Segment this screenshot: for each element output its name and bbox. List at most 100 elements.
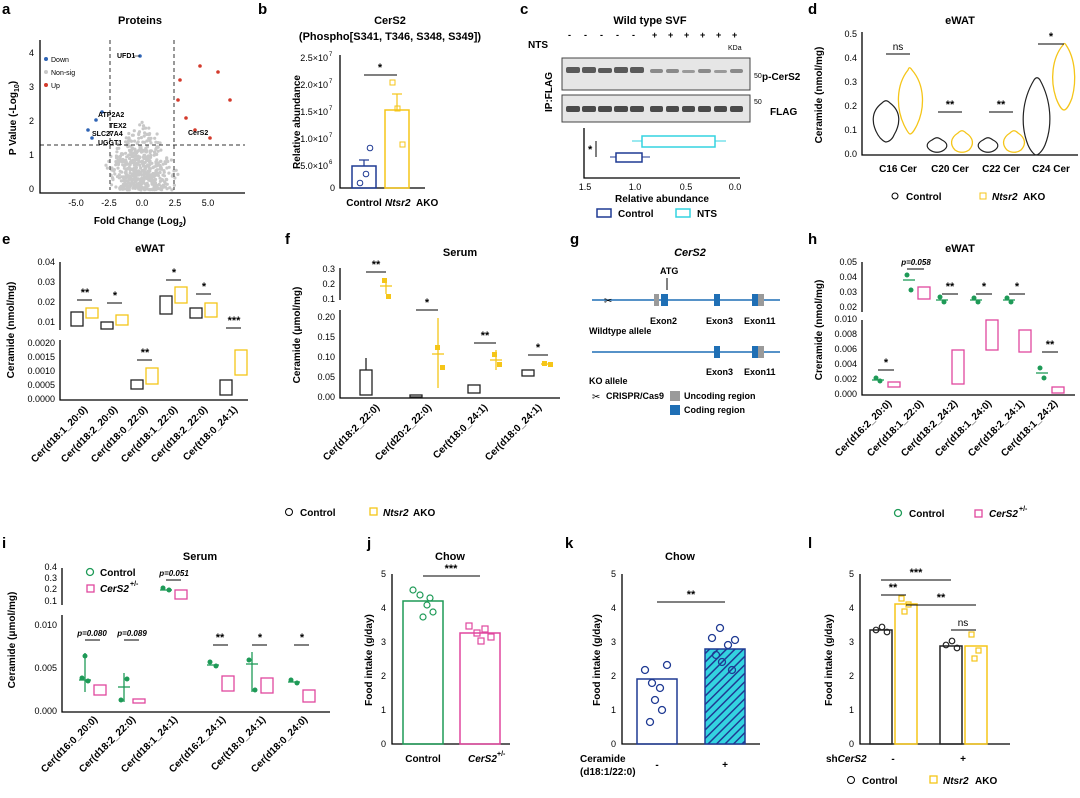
volcano-point <box>130 172 134 176</box>
volcano-point <box>143 160 147 164</box>
volcano-point <box>145 145 149 149</box>
svg-text:Ceramide (μmol/mg): Ceramide (μmol/mg) <box>7 592 18 689</box>
volcano-point <box>127 181 132 185</box>
volcano-point <box>142 175 146 179</box>
svg-text:*: * <box>378 62 383 74</box>
svg-text:0.005: 0.005 <box>34 663 57 673</box>
volcano-point <box>155 168 159 172</box>
svg-text:Ceramide (nmol/mg): Ceramide (nmol/mg) <box>6 282 17 379</box>
svg-text:3: 3 <box>29 82 34 92</box>
volcano-point <box>132 129 136 133</box>
volcano-point <box>147 132 151 136</box>
svg-text:4: 4 <box>611 603 616 613</box>
volcano-point <box>152 153 156 157</box>
svg-text:eWAT: eWAT <box>945 15 975 27</box>
svg-text:*: * <box>300 632 305 644</box>
volcano-point <box>144 158 149 162</box>
svg-text:*: * <box>425 297 430 309</box>
panel-label-a: a <box>2 1 11 18</box>
panel-label-i: i <box>2 535 6 552</box>
h-axes <box>861 320 1075 396</box>
svg-text:0.1: 0.1 <box>844 125 857 135</box>
svg-text:3: 3 <box>849 637 854 647</box>
b-bar-control <box>351 165 377 189</box>
b-subtitle: (Phospho[S341, T346, S348, S349]) <box>299 31 482 43</box>
svg-text:C20 Cer: C20 Cer <box>931 164 969 175</box>
volcano-point <box>127 188 131 192</box>
svg-text:0.010: 0.010 <box>834 314 857 324</box>
volcano-point <box>170 174 174 178</box>
volcano-point <box>133 150 137 154</box>
volcano-point <box>156 173 161 178</box>
svg-text:Chow: Chow <box>435 551 465 563</box>
svg-text:*: * <box>884 357 889 369</box>
volcano-point <box>123 171 127 175</box>
svg-text:7: 7 <box>329 79 333 85</box>
volcano-point <box>193 128 197 132</box>
svg-text:0.01: 0.01 <box>37 317 55 327</box>
svg-text:0.05: 0.05 <box>317 372 335 382</box>
panel-i: i Serum 0.1 0.2 0.3 0.4 0.000 0.005 0.01… <box>2 535 330 775</box>
svg-text:0.008: 0.008 <box>834 329 857 339</box>
svg-text:NTS: NTS <box>528 40 548 51</box>
svg-text:+: + <box>652 30 657 40</box>
svg-text:Control: Control <box>909 509 945 520</box>
volcano-point <box>167 171 171 175</box>
svg-text:**: ** <box>216 632 225 644</box>
svg-text:ATG: ATG <box>660 266 678 276</box>
svg-text:0.0: 0.0 <box>136 198 149 208</box>
l-bar-ctrl-plus <box>939 645 963 745</box>
volcano-point <box>172 183 176 187</box>
volcano-point <box>116 166 120 170</box>
j-axes <box>391 574 510 745</box>
svg-text:Serum: Serum <box>443 247 477 259</box>
svg-text:0.002: 0.002 <box>834 374 857 384</box>
d-axes <box>861 32 1078 156</box>
volcano-axes <box>39 40 245 194</box>
svg-text:0.02: 0.02 <box>37 297 55 307</box>
k-bar-vehicle <box>636 678 678 745</box>
volcano-yticks: 0 1 2 3 4 <box>29 48 34 194</box>
svg-text:0.04: 0.04 <box>37 257 55 267</box>
svg-text:CerS2: CerS2 <box>674 247 706 259</box>
volcano-point <box>130 167 134 171</box>
blot-pcers2 <box>561 57 751 91</box>
f-yticks: 0.1 0.2 0.3 0.00 0.05 0.10 0.15 0.20 <box>317 264 335 402</box>
volcano-point <box>158 170 162 175</box>
volcano-point <box>127 131 131 136</box>
svg-text:p=0.051: p=0.051 <box>158 569 189 578</box>
h-sig: * p=0.058 ** * * ** <box>878 258 1058 371</box>
wt-exons <box>654 294 764 306</box>
volcano-point <box>139 166 143 170</box>
svg-text:Up: Up <box>51 83 60 90</box>
d-xlabels: C16 Cer C20 Cer C22 Cer C24 Cer <box>879 164 1070 175</box>
f-sig: ** * ** * <box>366 259 548 356</box>
volcano-point <box>156 145 160 149</box>
svg-text:-2.5: -2.5 <box>101 198 117 208</box>
svg-text:CerS2: CerS2 <box>188 130 208 137</box>
volcano-xticks: -5.0 -2.5 0.0 2.5 5.0 <box>68 198 214 208</box>
svg-text:0.0: 0.0 <box>729 182 742 192</box>
volcano-point <box>173 176 177 180</box>
svg-text:Cer(d18:2_24:1): Cer(d18:2_24:1) <box>966 398 1027 459</box>
svg-text:7: 7 <box>329 106 333 112</box>
svg-text:*: * <box>258 632 263 644</box>
svg-text:**: ** <box>81 287 90 299</box>
svg-text:0: 0 <box>611 739 616 749</box>
volcano-point <box>144 185 148 189</box>
svg-text:ns: ns <box>893 42 904 53</box>
volcano-point <box>150 161 154 165</box>
volcano-point <box>142 140 147 144</box>
volcano-point <box>158 141 162 145</box>
panel-label-g: g <box>570 231 579 248</box>
svg-text:0.5: 0.5 <box>844 29 857 39</box>
svg-text:SLC27A4: SLC27A4 <box>92 131 123 138</box>
volcano-point <box>155 132 159 136</box>
svg-text:0.000: 0.000 <box>34 706 57 716</box>
c-hbox-axes <box>583 128 740 179</box>
l-bar-ctrl-minus <box>869 629 893 745</box>
panel-c: c Wild type SVF NTS ----- + + + + + + KDa 50 p… <box>520 1 801 220</box>
volcano-point <box>109 183 114 187</box>
f-points <box>382 278 553 370</box>
svg-text:**: ** <box>372 259 381 271</box>
